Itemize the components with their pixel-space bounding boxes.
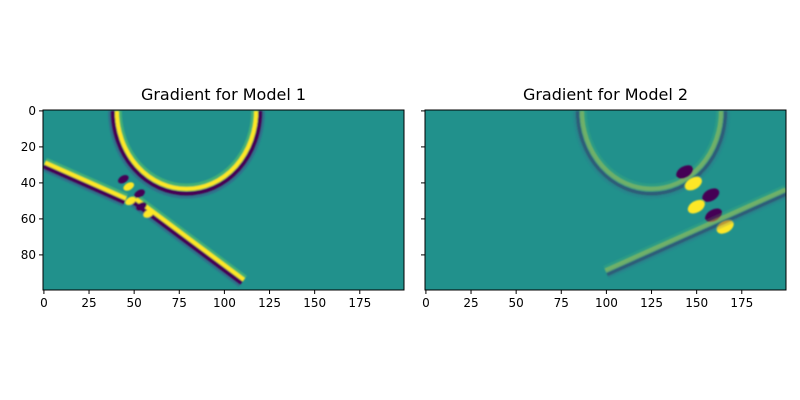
heatmap-field — [572, 110, 786, 279]
crossing-blob — [716, 220, 734, 234]
ring-0-inner-lobe — [572, 110, 731, 199]
band-2-dark-lobe — [606, 191, 786, 277]
x-tick-label: 150 — [685, 296, 708, 310]
x-tick-label: 0 — [422, 296, 430, 310]
ring-0-dark-lobe — [575, 110, 728, 196]
panel-title: Gradient for Model 1 — [140, 85, 307, 104]
x-tick-label: 25 — [463, 296, 478, 310]
crossing-blob — [702, 188, 720, 202]
heatmap-background — [425, 110, 786, 290]
crossing-blob — [687, 199, 705, 214]
axes-frame — [424, 109, 787, 291]
crossing-blob — [684, 176, 702, 191]
band-2-bright-lobe — [604, 187, 786, 273]
crossing-blob — [676, 165, 694, 179]
x-tick-label: 50 — [509, 296, 524, 310]
x-tick-label: 175 — [730, 296, 753, 310]
crossing-blob — [705, 208, 723, 223]
x-tick-label: 75 — [554, 296, 569, 310]
ring-0-outer-lobe — [583, 110, 720, 188]
band-2-inner-lobe — [607, 196, 786, 279]
band-2-outer-lobe — [603, 185, 786, 270]
ring-0-bright-lobe — [579, 110, 724, 191]
x-tick-label: 125 — [640, 296, 663, 310]
x-tick-label: 100 — [595, 296, 618, 310]
panel-title: Gradient for Model 2 — [522, 85, 689, 104]
